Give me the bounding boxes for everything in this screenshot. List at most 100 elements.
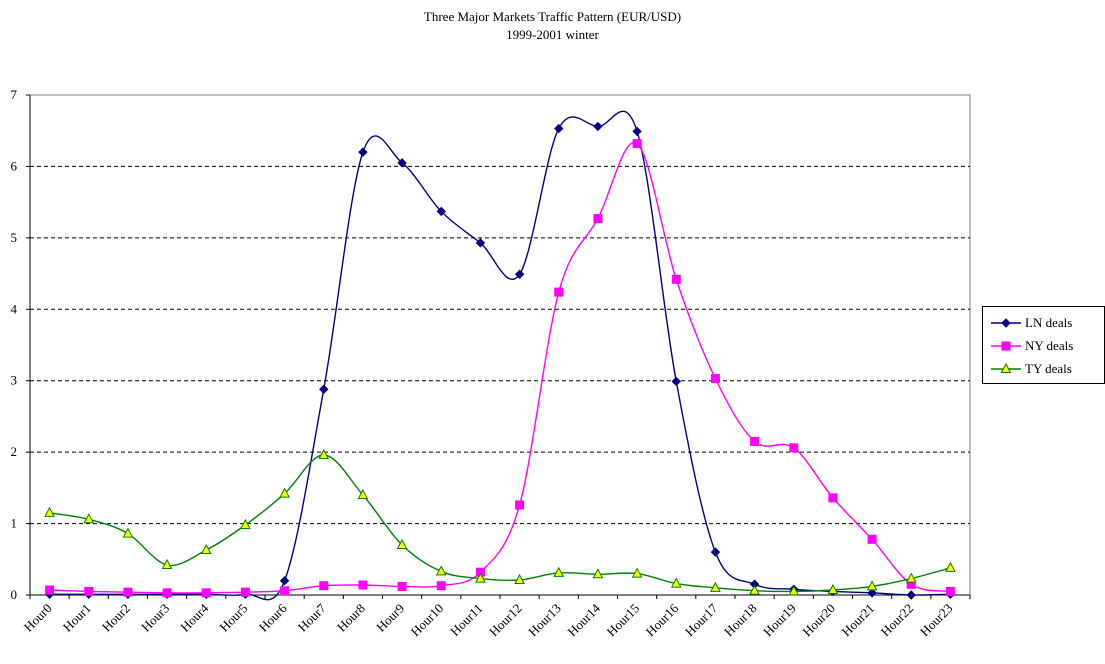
data-point xyxy=(906,590,916,600)
series-line xyxy=(49,110,951,601)
legend-item: TY deals xyxy=(983,359,1104,379)
data-point xyxy=(397,581,407,591)
x-tick-label: Hour13 xyxy=(525,601,564,640)
data-point xyxy=(514,269,525,279)
legend-marker xyxy=(1001,341,1011,351)
data-point xyxy=(123,587,133,597)
data-point xyxy=(789,443,799,453)
data-point xyxy=(319,384,329,394)
x-tick-label: Hour6 xyxy=(256,600,290,634)
legend-swatch xyxy=(991,362,1021,373)
x-tick-label: Hour23 xyxy=(917,601,956,640)
x-tick-label: Hour12 xyxy=(486,601,525,640)
data-point xyxy=(828,493,838,503)
x-tick-label: Hour2 xyxy=(99,601,133,635)
x-tick-label: Hour15 xyxy=(604,601,643,640)
legend-marker xyxy=(1000,362,1012,373)
x-tick-label: Hour11 xyxy=(447,601,485,639)
legend-item: NY deals xyxy=(983,336,1104,356)
data-point xyxy=(396,538,408,549)
data-point xyxy=(162,588,172,598)
data-point xyxy=(240,518,251,529)
data-point xyxy=(240,587,250,597)
data-point xyxy=(554,287,564,297)
data-point xyxy=(945,586,955,596)
data-point xyxy=(632,139,642,149)
y-tick-label: 0 xyxy=(11,587,18,602)
data-point xyxy=(358,147,368,157)
data-point xyxy=(631,567,643,578)
x-tick-label: Hour8 xyxy=(334,601,368,635)
data-point xyxy=(867,534,877,544)
data-point xyxy=(122,527,134,538)
series-ty-deals xyxy=(44,448,956,596)
data-point xyxy=(515,500,525,510)
data-point xyxy=(280,586,290,596)
x-tick-label: Hour18 xyxy=(721,601,760,640)
x-tick-label: Hour17 xyxy=(682,600,721,639)
data-point xyxy=(436,206,446,217)
data-point xyxy=(670,577,682,588)
x-tick-label: Hour4 xyxy=(177,600,211,634)
data-point xyxy=(358,580,368,590)
data-point xyxy=(514,573,525,584)
x-tick-label: Hour0 xyxy=(21,601,55,635)
legend-label: LN deals xyxy=(1025,315,1073,330)
chart-title: Three Major Markets Traffic Pattern (EUR… xyxy=(423,9,682,24)
data-point xyxy=(397,158,407,168)
data-point xyxy=(867,588,877,598)
data-point xyxy=(161,558,173,569)
x-tick-label: Hour14 xyxy=(564,600,603,639)
legend-swatch xyxy=(991,318,1021,328)
data-point xyxy=(200,543,212,554)
plot-frame xyxy=(29,94,971,596)
x-tick-label: Hour20 xyxy=(799,601,838,640)
data-point xyxy=(710,374,720,384)
x-tick-label: Hour7 xyxy=(295,600,329,634)
series-ny-deals xyxy=(45,139,955,598)
data-point xyxy=(827,583,839,594)
x-tick-label: Hour21 xyxy=(839,601,878,640)
y-tick-label: 6 xyxy=(11,158,18,173)
data-point xyxy=(592,568,604,579)
data-point xyxy=(279,487,290,498)
legend-item: LN deals xyxy=(983,313,1104,333)
data-point xyxy=(632,126,642,137)
y-tick-label: 1 xyxy=(11,516,18,531)
legend-marker xyxy=(1001,318,1011,328)
data-point xyxy=(866,580,878,591)
x-tick-label: Hour3 xyxy=(138,601,172,635)
data-point xyxy=(279,576,290,586)
data-point xyxy=(319,581,329,591)
data-point xyxy=(201,588,211,598)
data-point xyxy=(357,488,369,499)
data-point xyxy=(45,585,55,595)
legend: LN deals NY deals TY deals xyxy=(982,306,1105,384)
data-point xyxy=(710,581,721,592)
data-point xyxy=(750,436,760,446)
y-tick-label: 5 xyxy=(11,230,18,245)
x-tick-label: Hour22 xyxy=(878,601,917,640)
data-point xyxy=(788,585,800,596)
data-point xyxy=(671,274,681,284)
legend-swatch xyxy=(991,341,1021,351)
x-tick-label: Hour10 xyxy=(408,601,447,640)
legend-label: TY deals xyxy=(1025,361,1072,376)
data-point xyxy=(84,586,94,596)
x-tick-label: Hour16 xyxy=(643,600,682,639)
data-point xyxy=(945,561,956,572)
y-tick-label: 3 xyxy=(11,373,18,388)
y-tick-label: 7 xyxy=(11,87,18,102)
data-point xyxy=(436,581,446,591)
data-point xyxy=(593,214,603,224)
data-point xyxy=(44,506,55,517)
y-tick-label: 4 xyxy=(11,301,18,316)
data-point xyxy=(671,376,681,387)
data-point xyxy=(749,584,760,595)
x-tick-label: Hour9 xyxy=(373,601,407,635)
data-point xyxy=(83,513,95,524)
data-point xyxy=(554,123,564,134)
data-point xyxy=(593,121,603,132)
data-point xyxy=(905,572,917,583)
